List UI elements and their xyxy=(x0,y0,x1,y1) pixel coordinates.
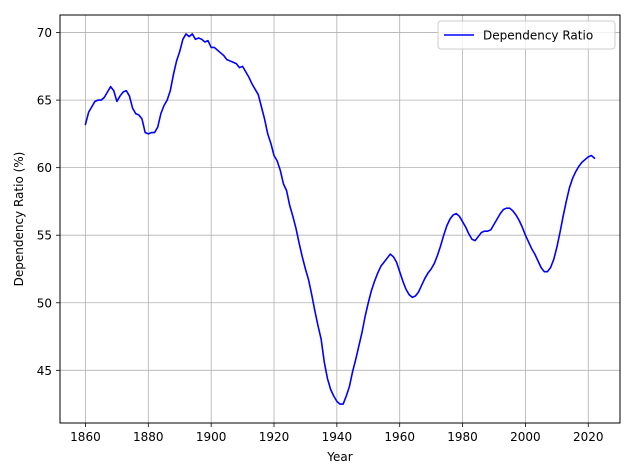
x-axis-ticks: 1860 1880 1900 1920 1940 1960 1980 2000 2020 xyxy=(70,423,604,444)
grid-layer xyxy=(60,15,620,423)
x-tick-label: 1920 xyxy=(259,430,290,444)
x-tick-label: 1980 xyxy=(447,430,478,444)
y-tick-label: 55 xyxy=(37,229,52,243)
plot-background xyxy=(60,15,620,423)
y-axis-label: Dependency Ratio (%) xyxy=(12,152,26,287)
x-tick-label: 1940 xyxy=(322,430,353,444)
x-tick-label: 1860 xyxy=(70,430,101,444)
y-tick-label: 65 xyxy=(37,94,52,108)
legend-box xyxy=(437,20,616,50)
y-tick-label: 45 xyxy=(37,364,52,378)
x-tick-label: 1900 xyxy=(196,430,227,444)
series-line xyxy=(84,33,596,405)
y-tick-label: 50 xyxy=(37,296,52,310)
series-layer xyxy=(84,33,596,405)
plot-frame xyxy=(59,14,621,424)
x-tick-label: 2020 xyxy=(573,430,604,444)
y-axis-ticks: 45 50 55 60 65 70 xyxy=(37,26,60,378)
y-tick-label: 60 xyxy=(37,161,52,175)
legend: Dependency Ratio xyxy=(437,20,616,50)
x-tick-label: 2000 xyxy=(510,430,541,444)
x-tick-label: 1960 xyxy=(384,430,415,444)
x-axis-label: Year xyxy=(326,450,352,464)
legend-series-label: Dependency Ratio xyxy=(483,29,593,43)
y-tick-label: 70 xyxy=(37,26,52,40)
x-tick-label: 1880 xyxy=(133,430,164,444)
